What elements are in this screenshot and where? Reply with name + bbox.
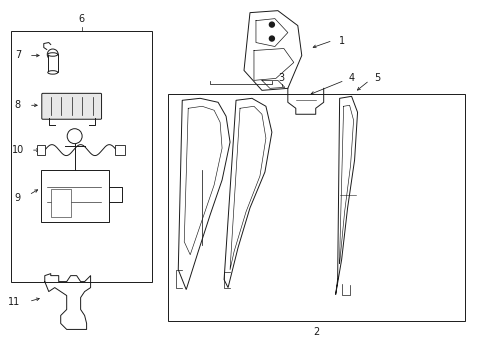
Bar (51, 189, 71, 217)
Text: 11: 11 (8, 297, 20, 306)
Ellipse shape (48, 71, 58, 74)
Polygon shape (178, 98, 229, 289)
Text: 10: 10 (12, 145, 24, 155)
Circle shape (67, 129, 82, 144)
Polygon shape (224, 98, 271, 288)
Circle shape (269, 36, 274, 41)
Text: 6: 6 (79, 14, 84, 24)
FancyBboxPatch shape (41, 93, 102, 119)
Polygon shape (244, 11, 301, 90)
Bar (37, 145, 45, 155)
Bar (11, 31, 152, 282)
Bar (168, 94, 464, 321)
Text: 5: 5 (374, 73, 380, 84)
Text: 3: 3 (278, 73, 285, 84)
Text: 1: 1 (338, 36, 344, 46)
Polygon shape (335, 96, 357, 294)
Bar (48, 54, 58, 72)
Circle shape (269, 22, 274, 27)
Bar (115, 145, 125, 155)
Text: 2: 2 (313, 327, 319, 337)
Text: 9: 9 (15, 193, 21, 203)
Text: 8: 8 (15, 100, 21, 110)
Bar (41, 170, 108, 222)
Text: 7: 7 (15, 50, 21, 60)
Circle shape (47, 49, 58, 60)
Text: 4: 4 (348, 73, 354, 84)
Ellipse shape (48, 53, 58, 56)
